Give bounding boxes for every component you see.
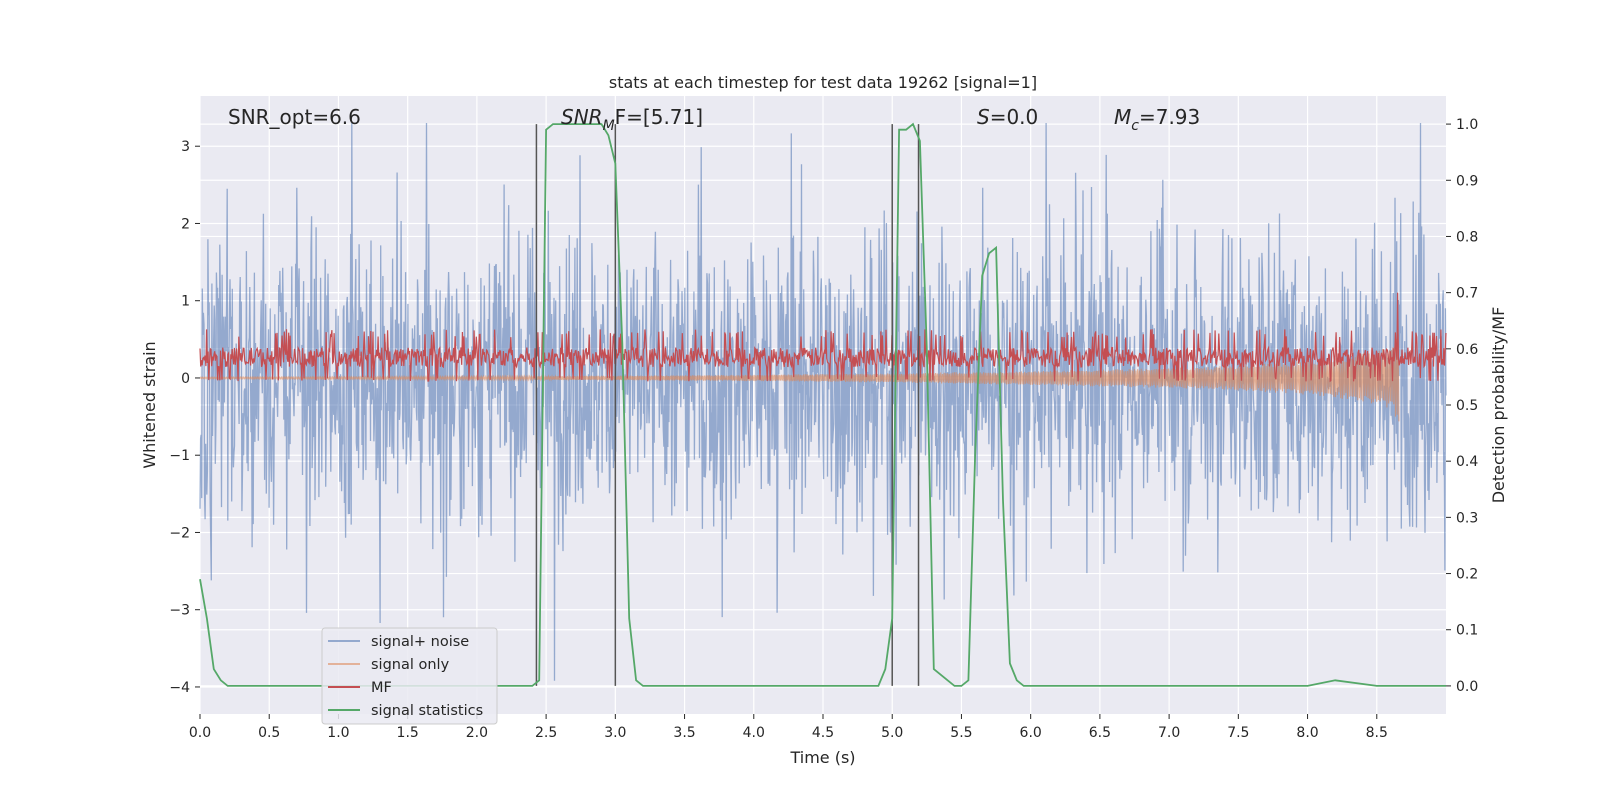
legend-label-signal-only: signal only xyxy=(371,657,450,673)
x-tick-label: 6.5 xyxy=(1089,725,1111,741)
line-signal-statistics xyxy=(199,122,1446,687)
x-tick-label: 0.0 xyxy=(189,725,211,741)
y-left-tick-label: 2 xyxy=(181,216,190,232)
y-right-tick-label: 0.2 xyxy=(1456,567,1478,583)
y-axis-label-right: Detection probability/MF xyxy=(1489,307,1508,504)
y-right-tick-label: 0.7 xyxy=(1456,286,1478,302)
legend-label-mf: MF xyxy=(371,680,392,696)
x-tick-label: 7.5 xyxy=(1227,725,1249,741)
line-mf xyxy=(199,292,1447,383)
annotation-mc-rest: =7.93 xyxy=(1139,105,1200,129)
series-signal-statistics xyxy=(199,122,1446,687)
x-tick-label: 2.0 xyxy=(466,725,488,741)
x-tick-label: 6.0 xyxy=(1020,725,1042,741)
annotation-mc: Mc=7.93 xyxy=(1114,105,1200,134)
x-tick-label: 1.0 xyxy=(327,725,349,741)
annotation-s-rest: =0.0 xyxy=(990,105,1039,129)
y-left-tick-label: −3 xyxy=(169,603,190,619)
annotation-snr-mf: SNRMF=[5.71] xyxy=(561,105,703,134)
x-axis-label: Time (s) xyxy=(789,748,855,767)
x-tick-label: 8.5 xyxy=(1366,725,1388,741)
annotation-snr-opt: SNR_opt=6.6 xyxy=(228,105,361,129)
x-tick-label: 4.5 xyxy=(812,725,834,741)
x-tick-label: 4.0 xyxy=(743,725,765,741)
axis-ticks: 0.0 0.5 1.0 1.5 2.0 2.5 3.0 3.5 4.0 4.5 5.0 5.5 6.0 6… xyxy=(169,117,1478,741)
y-left-tick-label: −4 xyxy=(169,680,190,696)
x-tick-label: 8.0 xyxy=(1296,725,1318,741)
y-axis-label-left: Whitened strain xyxy=(140,341,159,468)
legend: signal+ noise signal only MF signal stat… xyxy=(321,627,498,725)
legend-label-signal-noise: signal+ noise xyxy=(371,634,469,650)
y-right-tick-label: 0.6 xyxy=(1456,342,1478,358)
y-right-tick-label: 0.4 xyxy=(1456,454,1478,470)
annotation-mc-sub: c xyxy=(1131,118,1139,134)
series-mf xyxy=(199,292,1447,383)
legend-box xyxy=(321,627,498,725)
annotation-s: S=0.0 xyxy=(977,105,1038,129)
y-left-tick-label: −2 xyxy=(169,525,190,541)
y-right-tick-label: 0.3 xyxy=(1456,510,1478,526)
y-right-tick-label: 0.0 xyxy=(1456,679,1478,695)
annotation-s-main: S xyxy=(977,105,990,129)
x-tick-label: 0.5 xyxy=(258,725,280,741)
x-tick-label: 3.5 xyxy=(673,725,695,741)
x-tick-label: 7.0 xyxy=(1158,725,1180,741)
x-tick-label: 2.5 xyxy=(535,725,557,741)
legend-label-signal-statistics: signal statistics xyxy=(371,703,483,719)
annotation-snr-mf-main: SNR xyxy=(561,105,603,129)
y-left-tick-label: 1 xyxy=(181,294,190,310)
annotation-snr-mf-rest: F=[5.71] xyxy=(615,105,703,129)
y-right-tick-label: 1.0 xyxy=(1456,117,1478,133)
x-tick-label: 5.5 xyxy=(950,725,972,741)
x-tick-label: 1.5 xyxy=(397,725,419,741)
series-signal-only xyxy=(199,333,1400,422)
annotation-mc-main: M xyxy=(1114,105,1131,129)
y-right-tick-label: 0.9 xyxy=(1456,173,1478,189)
y-right-tick-label: 0.1 xyxy=(1456,623,1478,639)
y-left-tick-label: 3 xyxy=(181,139,190,155)
annotation-snr-mf-sub: M xyxy=(603,118,615,134)
y-right-tick-label: 0.5 xyxy=(1456,398,1478,414)
y-left-tick-label: −1 xyxy=(169,448,190,464)
x-tick-label: 5.0 xyxy=(881,725,903,741)
y-left-tick-label: 0 xyxy=(181,371,190,387)
line-signal-only xyxy=(199,333,1400,422)
chart-title: stats at each timestep for test data 192… xyxy=(609,73,1037,92)
x-tick-label: 3.0 xyxy=(604,725,626,741)
y-right-tick-label: 0.8 xyxy=(1456,229,1478,245)
